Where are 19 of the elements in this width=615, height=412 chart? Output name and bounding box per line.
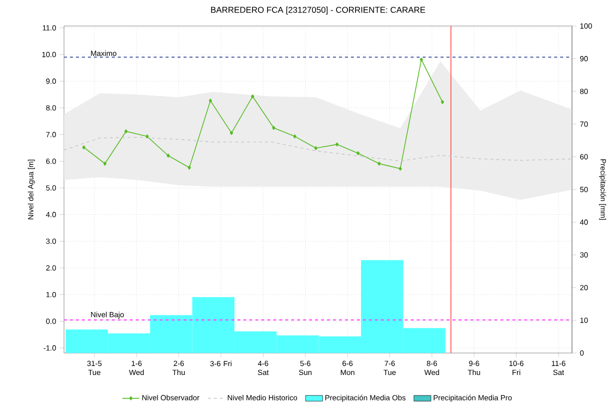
point xyxy=(420,58,423,62)
point xyxy=(146,134,149,138)
point xyxy=(166,154,170,158)
point xyxy=(124,129,128,134)
point xyxy=(378,162,381,166)
point xyxy=(103,162,107,166)
point xyxy=(314,146,318,150)
point xyxy=(272,126,276,130)
point xyxy=(82,145,86,150)
point xyxy=(440,100,444,104)
point xyxy=(188,166,191,170)
point xyxy=(208,98,212,103)
point xyxy=(230,130,234,135)
point xyxy=(356,151,360,156)
point xyxy=(293,134,296,138)
chart-title: BARREDERO FCA [23127050] - CORRIENTE: CARARE xyxy=(211,6,426,14)
point xyxy=(251,94,254,98)
point xyxy=(335,142,339,146)
point xyxy=(398,166,402,171)
